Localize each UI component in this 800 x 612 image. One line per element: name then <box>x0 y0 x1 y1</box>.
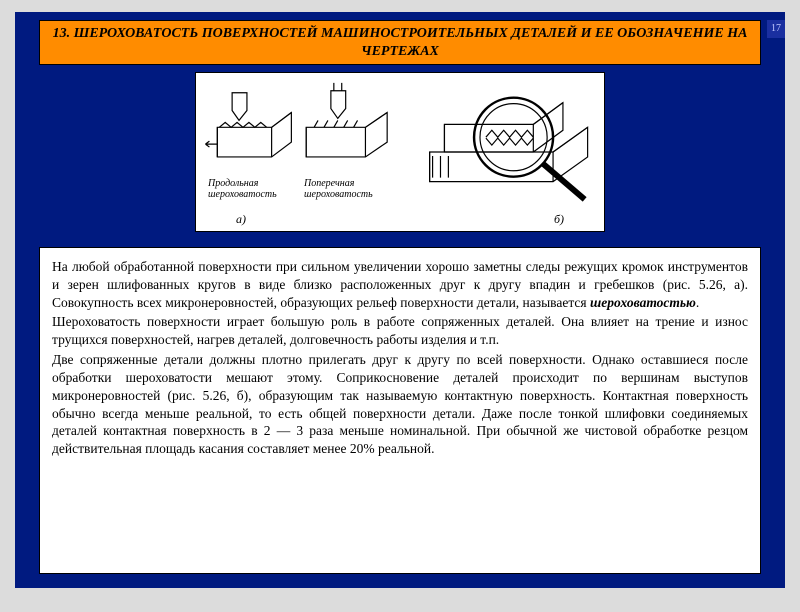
section-header: 13. ШЕРОХОВАТОСТЬ ПОВЕРХНОСТЕЙ МАШИНОСТР… <box>39 20 761 65</box>
figure-label-longitudinal: Продольная шероховатость <box>208 178 277 200</box>
paragraph-2: Шероховатость поверхности играет большую… <box>52 313 748 349</box>
page-number-tab: 17 <box>767 20 785 38</box>
slide: 17 13. ШЕРОХОВАТОСТЬ ПОВЕРХНОСТЕЙ МАШИНО… <box>15 12 785 588</box>
roughness-diagram-icon <box>196 73 604 231</box>
header-title: 13. ШЕРОХОВАТОСТЬ ПОВЕРХНОСТЕЙ МАШИНОСТР… <box>53 26 748 59</box>
paragraph-1: На любой обработанной поверхности при си… <box>52 258 748 311</box>
figure-caption-a: а) <box>236 212 246 227</box>
body-text: На любой обработанной поверхности при си… <box>39 247 761 574</box>
figure-caption-b: б) <box>554 212 564 227</box>
figure-526: Продольная шероховатость Поперечная шеро… <box>195 72 605 232</box>
paragraph-3: Две сопряженные детали должны плотно при… <box>52 351 748 458</box>
term-roughness: шероховатостью <box>590 295 696 310</box>
figure-label-transverse: Поперечная шероховатость <box>304 178 373 200</box>
